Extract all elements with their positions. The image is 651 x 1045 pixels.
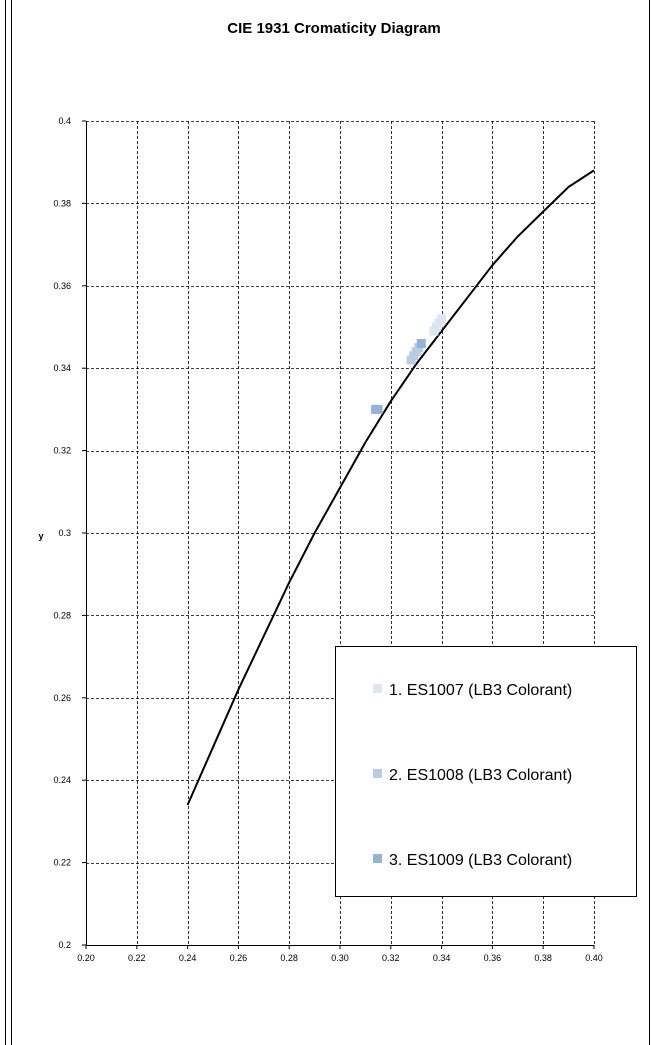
legend-marker-1 — [373, 684, 382, 693]
legend-label-2: 2. ES1008 (LB3 Colorant) — [389, 767, 572, 784]
y-tick-label: 0.28 — [53, 610, 71, 620]
data-point-series-1 — [437, 314, 447, 324]
x-tick-label: 0.28 — [280, 953, 298, 963]
x-tick-label: 0.36 — [484, 953, 502, 963]
x-tick-label: 0.22 — [128, 953, 146, 963]
points-layer — [371, 314, 447, 414]
y-tick-label: 0.38 — [53, 198, 71, 208]
y-tick-label: 0.34 — [53, 363, 71, 373]
legend-marker-2 — [373, 769, 382, 778]
data-point-series-3 — [373, 404, 383, 414]
x-tick-label: 0.26 — [230, 953, 248, 963]
y-tick-label: 0.36 — [53, 281, 71, 291]
legend-box — [335, 646, 637, 897]
x-tick-label: 0.38 — [534, 953, 552, 963]
planckian-locus-curve — [186, 169, 595, 806]
y-tick-label: 0.22 — [53, 858, 71, 868]
x-tick-label: 0.24 — [179, 953, 197, 963]
curve-layer — [186, 169, 595, 806]
y-tick-label: 0.4 — [58, 116, 71, 126]
legend-label-1: 1. ES1007 (LB3 Colorant) — [389, 682, 572, 699]
y-tick-labels: 0.2 0.22 0.24 0.26 0.28 0.3 0.32 0.34 0.36 0.38 0.… — [53, 116, 86, 950]
x-tick-label: 0.30 — [331, 953, 349, 963]
x-tick-label: 0.20 — [77, 953, 95, 963]
y-axis-label: y — [38, 531, 43, 541]
x-tick-label: 0.40 — [585, 953, 603, 963]
y-tick-label: 0.2 — [58, 940, 71, 950]
data-point-series-3 — [416, 339, 426, 348]
legend-label-3: 3. ES1009 (LB3 Colorant) — [389, 852, 572, 869]
x-tick-label: 0.32 — [382, 953, 400, 963]
y-tick-label: 0.32 — [53, 446, 71, 456]
chart-title: CIE 1931 Cromaticity Diagram — [227, 20, 440, 37]
legend: 1. ES1007 (LB3 Colorant) 2. ES1008 (LB3 C… — [335, 646, 637, 897]
y-tick-label: 0.24 — [53, 775, 71, 785]
x-tick-labels: 0.20 0.22 0.24 0.26 0.28 0.30 0.32 0.34 0.36 0.38… — [77, 945, 603, 963]
y-tick-label: 0.26 — [53, 693, 71, 703]
x-tick-label: 0.34 — [433, 953, 451, 963]
y-tick-label: 0.3 — [58, 528, 71, 538]
legend-marker-3 — [373, 854, 382, 863]
